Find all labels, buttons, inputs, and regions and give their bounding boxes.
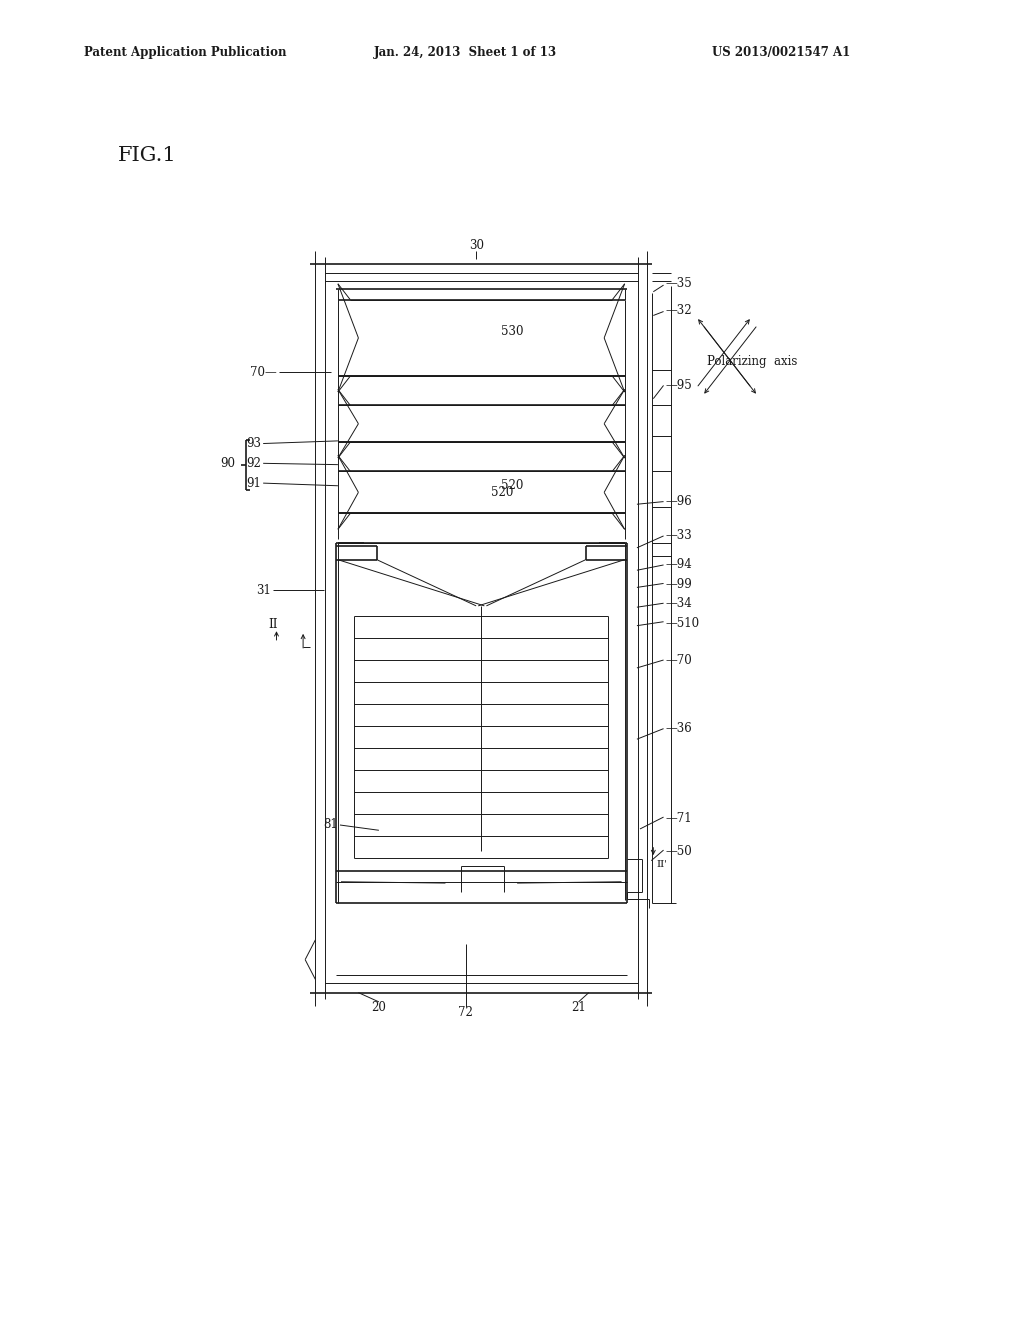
Text: Jan. 24, 2013  Sheet 1 of 13: Jan. 24, 2013 Sheet 1 of 13: [374, 46, 557, 59]
Text: 20: 20: [372, 1001, 386, 1014]
Text: Patent Application Publication: Patent Application Publication: [84, 46, 287, 59]
Text: —33: —33: [666, 529, 692, 543]
Text: FIG.1: FIG.1: [118, 147, 176, 165]
Text: —35: —35: [666, 277, 692, 290]
Text: —70: —70: [666, 653, 692, 667]
Text: 70—: 70—: [250, 366, 276, 379]
Text: Polarizing  axis: Polarizing axis: [707, 355, 797, 368]
Text: 520: 520: [501, 479, 523, 492]
Text: —95: —95: [666, 379, 692, 392]
Text: —32: —32: [666, 304, 692, 317]
Text: II': II': [656, 861, 668, 869]
Text: 520: 520: [490, 486, 513, 499]
Text: 91: 91: [246, 477, 261, 490]
Text: —34: —34: [666, 597, 692, 610]
Text: —36: —36: [666, 722, 692, 735]
Text: 21: 21: [571, 1001, 586, 1014]
Text: 30: 30: [469, 239, 483, 252]
Text: —94: —94: [666, 558, 692, 572]
Text: —99: —99: [666, 578, 692, 591]
Text: 92: 92: [246, 457, 261, 470]
Text: 72: 72: [459, 1006, 473, 1019]
Text: 93: 93: [246, 437, 261, 450]
Text: II: II: [268, 618, 279, 631]
Text: —71: —71: [666, 812, 692, 825]
Text: 530: 530: [501, 325, 523, 338]
Text: 31: 31: [256, 583, 271, 597]
Text: —96: —96: [666, 495, 692, 508]
Text: —510: —510: [666, 616, 699, 630]
Text: 90: 90: [220, 457, 236, 470]
Text: —50: —50: [666, 845, 692, 858]
Text: US 2013/0021547 A1: US 2013/0021547 A1: [712, 46, 850, 59]
Text: 81: 81: [324, 818, 338, 832]
